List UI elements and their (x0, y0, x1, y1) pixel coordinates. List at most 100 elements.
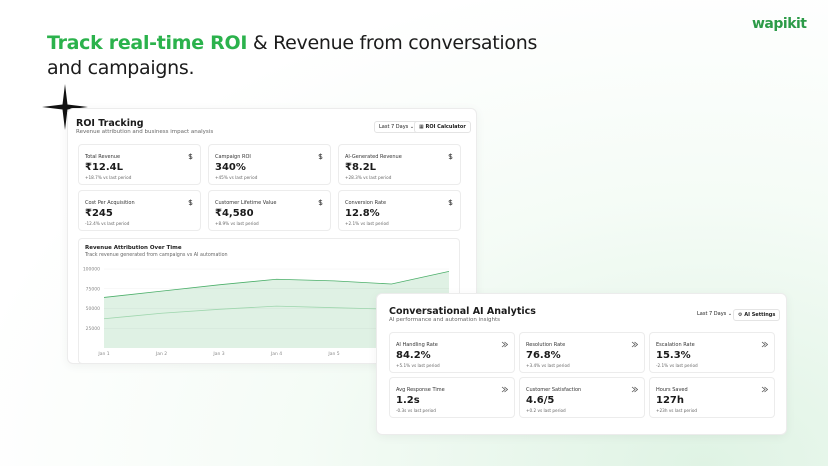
metric-change: +8.9% vs last period (215, 221, 259, 226)
metric-change: +45% vs last period (215, 175, 258, 180)
metric-card: Avg Response Time 1.2s -0.3s vs last perio… (389, 377, 515, 418)
metric-card: Conversion Rate 12.8% +2.1% vs last period (338, 190, 461, 231)
headline-highlight: Track real-time ROI (47, 32, 248, 54)
icon-shape (318, 199, 323, 206)
icon-shape (761, 386, 768, 393)
card-subtitle: AI performance and automation insights (389, 317, 500, 323)
metric-card: Hours Saved 127h +23h vs last period (649, 377, 775, 418)
icon-shape (188, 199, 193, 206)
x-tick-label: Jan 2 (155, 351, 167, 357)
metric-card: AI Handling Rate 84.2% +5.1% vs last perio… (389, 332, 515, 373)
icon-shape (448, 199, 453, 206)
metric-label: Resolution Rate (526, 342, 566, 348)
metric-card: Resolution Rate 76.8% +3.4% vs last period (519, 332, 645, 373)
card-subtitle: Revenue attribution and business impact … (76, 129, 214, 135)
metric-card: Campaign ROI 340% +45% vs last period (208, 144, 331, 185)
card-title: ROI Tracking (76, 118, 144, 129)
headline: Track real-time ROI & Revenue from conve… (47, 31, 537, 81)
metric-change: +28.3% vs last period (345, 175, 392, 180)
logo: wapikit (752, 16, 807, 32)
metric-change: -12.4% vs last period (85, 221, 130, 226)
headline-rest: & Revenue from conversations (252, 32, 538, 54)
y-tick-label: 100000 (83, 267, 100, 273)
ai-card: Conversational AI Analytics AI performan… (376, 293, 787, 435)
metric-label: Customer Satisfaction (526, 387, 582, 393)
button-label: AI Settings (744, 312, 776, 318)
chart-subtitle: Track revenue generated from campaigns v… (85, 253, 228, 258)
x-tick-label: Jan 4 (270, 351, 282, 357)
ai-settings-button[interactable]: ⚙ AI Settings (733, 309, 781, 321)
icon-shape (448, 153, 453, 160)
y-tick-label: 75000 (86, 286, 100, 292)
x-tick-label: Jan 1 (97, 351, 109, 357)
icon-shape (631, 341, 638, 348)
metric-change: +5.1% vs last period (396, 363, 440, 368)
metric-value: 1.2s (396, 395, 420, 406)
metric-icon (761, 386, 768, 393)
range-select[interactable]: Last 7 Days ⌄ (374, 121, 420, 133)
metric-icon (318, 153, 323, 160)
metric-icon (448, 199, 453, 206)
x-tick-label: Jan 3 (212, 351, 224, 357)
metric-label: Cost Per Acquisition (85, 200, 135, 206)
chart: 25000 50000 75000 100000 Jan 1 Jan 2 Jan 3 Jan … (83, 267, 450, 357)
metric-label: Hours Saved (656, 387, 688, 393)
metric-label: AI Handling Rate (396, 342, 438, 348)
chart-title: Revenue Attribution Over Time (85, 245, 182, 251)
metric-label: Total Revenue (85, 154, 121, 160)
metric-card: Cost Per Acquisition ₹245 -12.4% vs last p… (78, 190, 201, 231)
range-label: Last 7 Days (379, 124, 409, 130)
metric-label: Escalation Rate (656, 342, 695, 348)
metric-value: ₹245 (85, 208, 113, 219)
metric-icon (631, 386, 638, 393)
metric-label: Avg Response Time (396, 387, 445, 393)
range-select[interactable]: Last 7 Days ⌄ (693, 309, 737, 319)
icon-shape (188, 153, 193, 160)
roi-calculator-button[interactable]: ▦ ROI Calculator (414, 121, 471, 133)
metric-value: 4.6/5 (526, 395, 555, 406)
metric-change: +18.7% vs last period (85, 175, 132, 180)
icon-shape (501, 341, 508, 348)
metric-card: Total Revenue ₹12.4L +18.7% vs last period (78, 144, 201, 185)
icon-shape (318, 153, 323, 160)
metric-value: 12.8% (345, 208, 380, 219)
metric-label: Customer Lifetime Value (215, 200, 277, 206)
metric-icon (448, 153, 453, 160)
roi-card: ROI Tracking Revenue attribution and bus… (67, 108, 477, 364)
sparkle (42, 84, 88, 130)
metric-value: ₹8.2L (345, 162, 377, 173)
metric-label: Conversion Rate (345, 200, 387, 206)
metric-change: +23h vs last period (656, 408, 698, 413)
metric-change: +3.4% vs last period (526, 363, 570, 368)
line (103, 270, 450, 298)
metric-value: ₹12.4L (85, 162, 124, 173)
metric-icon (501, 386, 508, 393)
metric-value: 76.8% (526, 350, 561, 361)
metric-change: -0.3s vs last period (396, 408, 436, 413)
card-title: Conversational AI Analytics (389, 306, 536, 317)
metric-value: 15.3% (656, 350, 691, 361)
metric-icon (188, 199, 193, 206)
range-label: Last 7 Days (697, 311, 727, 317)
y-tick-label: 50000 (86, 306, 100, 312)
metric-value: ₹4,580 (215, 208, 254, 219)
x-tick-label: Jan 5 (327, 351, 339, 357)
metric-card: AI-Generated Revenue ₹8.2L +28.3% vs last … (338, 144, 461, 185)
metric-card: Customer Lifetime Value ₹4,580 +8.9% vs la… (208, 190, 331, 231)
metric-value: 127h (656, 395, 684, 406)
metric-value: 84.2% (396, 350, 431, 361)
metric-label: Campaign ROI (215, 154, 251, 160)
metric-value: 340% (215, 162, 246, 173)
button-label: ROI Calculator (425, 124, 466, 130)
icon-shape (501, 386, 508, 393)
area (104, 271, 449, 348)
metric-icon (761, 341, 768, 348)
metric-icon (188, 153, 193, 160)
metric-icon (631, 341, 638, 348)
metric-change: +0.2 vs last period (526, 408, 566, 413)
metric-change: -2.1% vs last period (656, 363, 698, 368)
metric-card: Customer Satisfaction 4.6/5 +0.2 vs last p… (519, 377, 645, 418)
headline-line2: and campaigns. (47, 57, 195, 79)
icon-shape (761, 341, 768, 348)
